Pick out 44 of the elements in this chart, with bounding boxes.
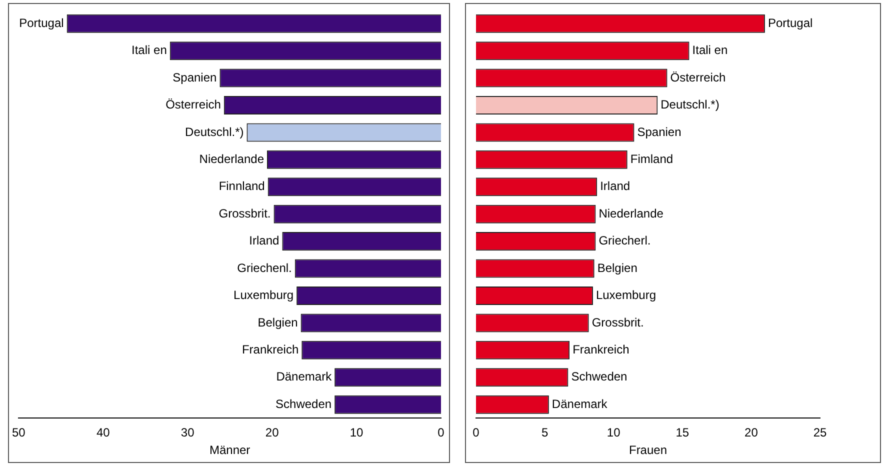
y-tick-label: Spanien xyxy=(637,124,682,139)
y-tick-label: Portugal xyxy=(19,16,64,30)
x-tick-label: 40 xyxy=(96,426,110,440)
x-tick-label: 25 xyxy=(813,426,827,440)
y-tick-label: Griechenl. xyxy=(237,260,292,275)
y-tick-label: Frankreich xyxy=(572,342,630,356)
y-tick-label: Dänemark xyxy=(276,370,333,384)
y-tick-label: Schweden xyxy=(571,370,628,384)
x-tick-label: 20 xyxy=(265,426,280,440)
y-tick-label: Portugal xyxy=(768,16,813,30)
y-tick-label: Grossbrit. xyxy=(218,206,271,220)
y-tick-label: Österreich xyxy=(166,98,221,112)
y-tick-label: Fimland xyxy=(630,152,674,166)
y-tick-label: Irland xyxy=(600,179,630,194)
x-tick-label: 5 xyxy=(541,426,548,440)
y-tick-label: Spanien xyxy=(172,70,217,84)
x-tick-label: 20 xyxy=(744,426,758,440)
x-axis-title: Frauen xyxy=(628,443,668,458)
x-tick-label: 15 xyxy=(676,426,690,440)
x-tick-label: 10 xyxy=(606,426,621,440)
y-tick-label: Itali en xyxy=(692,43,728,58)
x-tick-label: 0 xyxy=(438,426,445,440)
y-tick-label: Belgien xyxy=(258,315,298,330)
y-tick-label: Niederlande xyxy=(598,206,664,220)
y-tick-label: Frankreich xyxy=(242,342,299,356)
y-tick-label: Itali en xyxy=(132,43,167,58)
y-tick-label: Luxemburg xyxy=(234,288,294,302)
y-tick-label: Finnland xyxy=(218,179,265,194)
x-axis-title: Männer xyxy=(209,443,250,458)
y-tick-label: Griecherl. xyxy=(598,234,651,248)
y-tick-label: Belgien xyxy=(597,260,638,275)
y-tick-label: Schweden xyxy=(276,396,332,411)
y-tick-label: Irland xyxy=(249,234,280,248)
x-tick-label: 30 xyxy=(180,426,195,440)
y-tick-label: Deutschl.*) xyxy=(185,124,244,139)
x-tick-label: 0 xyxy=(472,426,480,440)
x-tick-label: 50 xyxy=(12,426,26,440)
y-tick-label: Luxemburg xyxy=(596,288,656,302)
y-tick-label: Dänemark xyxy=(552,396,608,411)
x-tick-label: 10 xyxy=(350,426,364,440)
y-tick-label: Niederlande xyxy=(199,152,264,166)
y-tick-label: Österreich xyxy=(670,70,726,84)
y-tick-label: Grossbrit. xyxy=(592,315,644,330)
y-tick-label: Deutschl.*) xyxy=(660,98,720,112)
